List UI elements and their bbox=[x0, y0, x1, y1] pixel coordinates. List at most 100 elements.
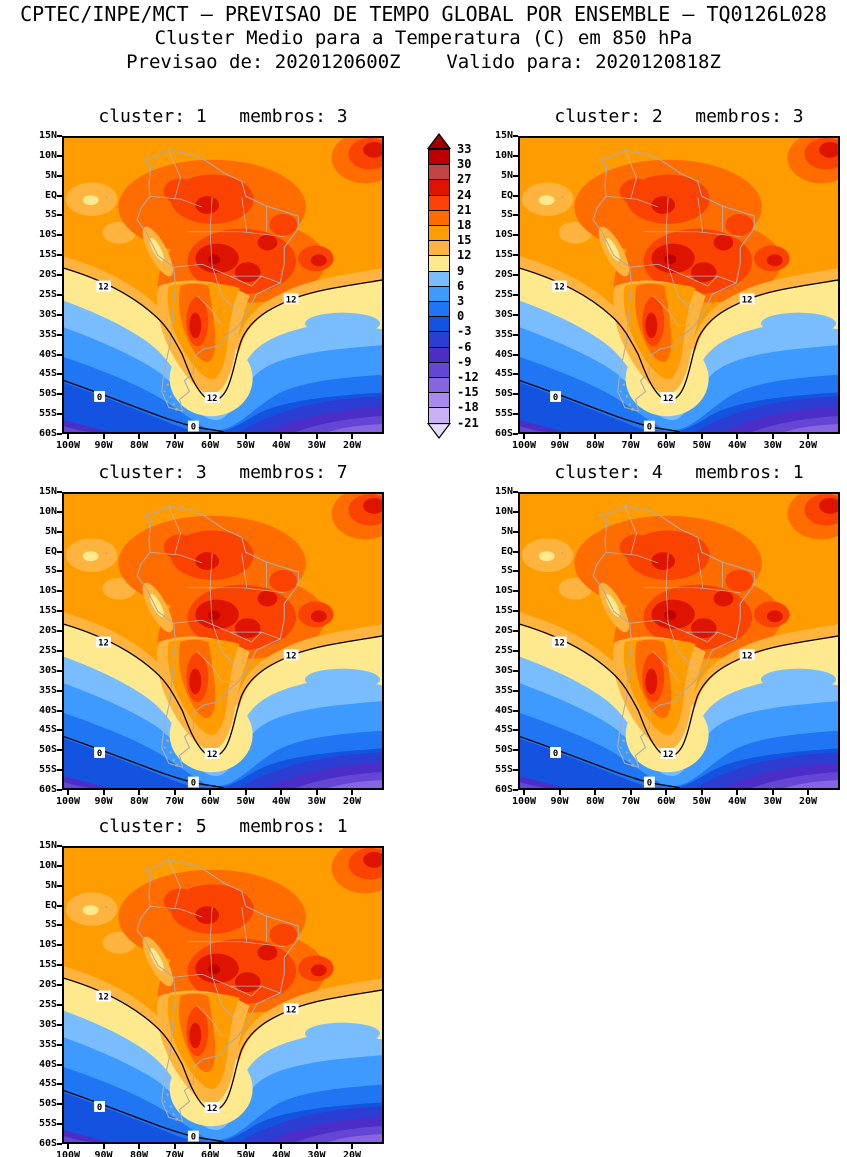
lon-axis-label: 100W bbox=[55, 440, 81, 451]
lon-axis-label: 90W bbox=[94, 440, 113, 451]
lon-axis-tick bbox=[558, 434, 561, 439]
lon-axis-tick bbox=[102, 790, 105, 795]
lat-axis-label: 55S bbox=[494, 408, 513, 420]
lat-axis-tick bbox=[57, 135, 62, 137]
lon-axis-label: 40W bbox=[727, 440, 747, 451]
lat-axis-label: 55S bbox=[38, 408, 57, 420]
lat-axis-tick bbox=[513, 749, 518, 752]
colorbar-segment bbox=[428, 209, 450, 226]
lat-axis-label: 10N bbox=[494, 505, 513, 517]
lat-axis-label: 5N bbox=[44, 525, 57, 537]
lon-axis-label: 80W bbox=[585, 796, 605, 807]
lat-axis-label: 10N bbox=[494, 149, 513, 161]
lat-axis-tick bbox=[513, 274, 518, 277]
lat-axis-tick bbox=[513, 353, 518, 356]
lat-axis-label: 45S bbox=[494, 724, 513, 736]
lon-axis-tick bbox=[67, 1144, 69, 1149]
lat-axis-label: 60S bbox=[38, 1138, 57, 1149]
lon-axis-tick bbox=[665, 790, 667, 795]
lon-axis-label: 100W bbox=[511, 796, 537, 807]
colorbar-tick-label: 3 bbox=[457, 294, 465, 308]
panel-title: cluster: 3 membros: 7 bbox=[98, 462, 348, 483]
lat-axis-tick bbox=[513, 333, 518, 336]
lat-axis-label: 50S bbox=[38, 388, 57, 400]
lat-axis-tick bbox=[513, 510, 518, 513]
lat-axis-label: 35S bbox=[38, 1038, 57, 1050]
lon-axis-tick bbox=[771, 434, 774, 439]
colorbar-tick-label: -21 bbox=[457, 415, 479, 430]
lon-axis-tick bbox=[244, 434, 247, 439]
lon-axis-label: 30W bbox=[307, 1150, 326, 1157]
temperature-contour-map bbox=[520, 138, 838, 432]
lat-axis-tick bbox=[513, 293, 518, 296]
product-title: CPTEC/INPE/MCT — PREVISAO DE TEMPO GLOBA… bbox=[20, 2, 827, 26]
lat-axis-tick bbox=[57, 274, 62, 277]
lat-axis-tick bbox=[57, 1023, 62, 1026]
lat-axis-tick bbox=[513, 154, 518, 157]
lat-axis-tick bbox=[513, 789, 518, 791]
lat-axis-label: 60S bbox=[494, 784, 513, 795]
lat-axis-label: 40S bbox=[38, 704, 57, 716]
lon-axis-label: 40W bbox=[727, 796, 747, 807]
lon-axis-label: 70W bbox=[621, 796, 640, 807]
lon-axis-label: 70W bbox=[621, 440, 640, 451]
lat-axis-label: 10S bbox=[38, 229, 57, 241]
lon-axis-tick bbox=[67, 790, 69, 795]
lat-axis-tick bbox=[57, 610, 62, 613]
lat-axis-tick bbox=[57, 1063, 62, 1066]
lon-axis-tick bbox=[315, 1144, 318, 1149]
lon-axis-label: 50W bbox=[236, 1150, 255, 1157]
lat-axis-label: 10S bbox=[494, 229, 513, 241]
lon-axis-label: 20W bbox=[342, 1150, 362, 1157]
lon-axis-label: 80W bbox=[129, 796, 149, 807]
lat-axis-label: 5N bbox=[44, 879, 57, 891]
lat-axis-tick bbox=[57, 1083, 62, 1086]
lon-axis-label: 100W bbox=[511, 440, 537, 451]
lat-axis-label: 35S bbox=[494, 684, 513, 696]
lat-axis-label: EQ bbox=[44, 189, 57, 201]
lon-axis-tick bbox=[807, 790, 809, 795]
lat-axis-tick bbox=[57, 313, 62, 316]
lon-axis-tick bbox=[209, 790, 211, 795]
lon-axis-label: 30W bbox=[307, 796, 326, 807]
colorbar-segment bbox=[428, 377, 450, 394]
lat-axis-label: 40S bbox=[494, 348, 513, 360]
lon-axis-tick bbox=[280, 790, 282, 795]
temperature-colorbar: 33 30 27 24 21 18 15 12 9 6 3 0 -3 -6 -9 -12 -15 -18 -21 bbox=[427, 133, 503, 441]
lat-axis-label: 40S bbox=[38, 1058, 57, 1070]
lat-axis-tick bbox=[57, 709, 62, 712]
lat-axis-tick bbox=[57, 1103, 62, 1106]
colorbar-tick-label: 0 bbox=[457, 309, 465, 324]
colorbar-tick-label: 27 bbox=[457, 172, 472, 187]
colorbar-tick-label: -9 bbox=[457, 354, 472, 369]
lat-axis-tick bbox=[57, 1003, 62, 1006]
lat-axis-tick bbox=[57, 393, 62, 396]
lat-axis-tick bbox=[513, 649, 518, 652]
product-subtitle: Cluster Medio para a Temperatura (C) em … bbox=[154, 27, 693, 49]
lon-axis-label: 50W bbox=[692, 440, 711, 451]
lat-axis-label: 10N bbox=[38, 505, 57, 517]
lon-axis-label: 30W bbox=[307, 440, 326, 451]
panel-title: cluster: 1 membros: 3 bbox=[98, 106, 348, 127]
lat-axis-tick bbox=[57, 353, 62, 356]
lat-axis-label: 35S bbox=[38, 328, 57, 340]
lat-axis-tick bbox=[57, 254, 62, 257]
colorbar-tick-label: -15 bbox=[457, 385, 479, 400]
lon-axis-tick bbox=[67, 434, 69, 439]
colorbar-tick-label: 6 bbox=[457, 278, 465, 293]
panel-title: cluster: 5 membros: 1 bbox=[98, 816, 348, 837]
lat-axis-label: 5S bbox=[44, 919, 57, 931]
lat-axis-label: 15S bbox=[38, 605, 57, 617]
lon-axis-tick bbox=[771, 790, 774, 795]
lon-axis-label: 20W bbox=[798, 796, 818, 807]
lat-axis-tick bbox=[57, 510, 62, 513]
lon-axis-label: 70W bbox=[165, 440, 184, 451]
lat-axis-label: 15N bbox=[38, 486, 57, 497]
lon-axis-label: 90W bbox=[94, 1150, 113, 1157]
lat-axis-label: 55S bbox=[38, 1118, 57, 1130]
lat-axis-label: 45S bbox=[38, 724, 57, 736]
colorbar-arrow-down bbox=[427, 423, 451, 440]
colorbar-tick-label: -12 bbox=[457, 370, 479, 384]
lat-axis-tick bbox=[57, 904, 62, 907]
lat-axis-tick bbox=[57, 630, 62, 633]
